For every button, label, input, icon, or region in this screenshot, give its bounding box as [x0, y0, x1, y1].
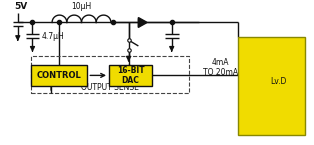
Bar	[30, 56, 189, 93]
Polygon shape	[138, 18, 147, 27]
Bar	[109, 65, 152, 86]
Text: Lv.D: Lv.D	[270, 77, 287, 86]
Text: 4.7μH: 4.7μH	[41, 32, 64, 41]
Text: 16-BIT
DAC: 16-BIT DAC	[117, 66, 144, 85]
Text: 5V: 5V	[14, 2, 27, 11]
Bar	[30, 65, 87, 86]
Text: OUTPUT SENSE: OUTPUT SENSE	[81, 83, 139, 92]
Bar	[238, 37, 305, 135]
Text: 10μH: 10μH	[71, 2, 92, 11]
Text: CONTROL: CONTROL	[37, 71, 81, 80]
Text: 4mA
TO 20mA: 4mA TO 20mA	[203, 58, 238, 77]
